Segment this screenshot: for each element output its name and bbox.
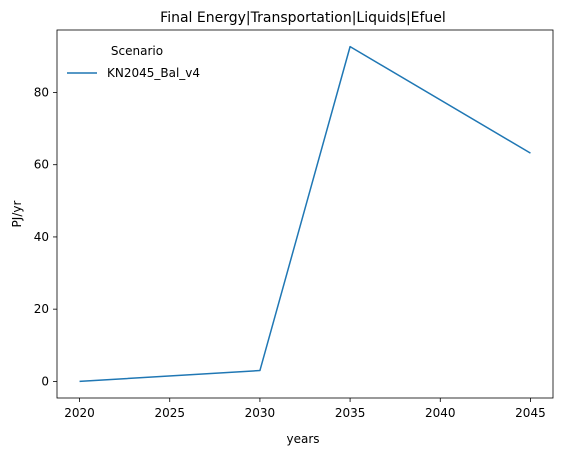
y-tick-label: 80 [34, 85, 49, 99]
legend-label: KN2045_Bal_v4 [107, 66, 200, 80]
x-tick-label: 2020 [64, 406, 95, 420]
x-tick-label: 2025 [154, 406, 185, 420]
series-line [79, 45, 531, 383]
y-axis: 0 20 40 60 80 [34, 85, 57, 388]
x-axis: 2020 2025 2030 2035 2040 2045 [64, 398, 546, 420]
x-tick-label: 2045 [515, 406, 546, 420]
y-axis-label: PJ/yr [10, 201, 24, 228]
legend: Scenario KN2045_Bal_v4 [67, 44, 200, 80]
x-tick-label: 2040 [425, 406, 456, 420]
x-tick-label: 2030 [245, 406, 276, 420]
y-tick-label: 40 [34, 230, 49, 244]
chart-title: Final Energy|Transportation|Liquids|Efue… [160, 10, 446, 26]
x-tick-label: 2035 [335, 406, 366, 420]
y-tick-label: 0 [41, 374, 49, 388]
x-axis-label: years [286, 432, 319, 446]
y-tick-label: 60 [34, 158, 49, 172]
plot-area [56, 29, 554, 399]
y-tick-label: 20 [34, 302, 49, 316]
series-layer [79, 45, 531, 383]
legend-title: Scenario [111, 44, 163, 58]
